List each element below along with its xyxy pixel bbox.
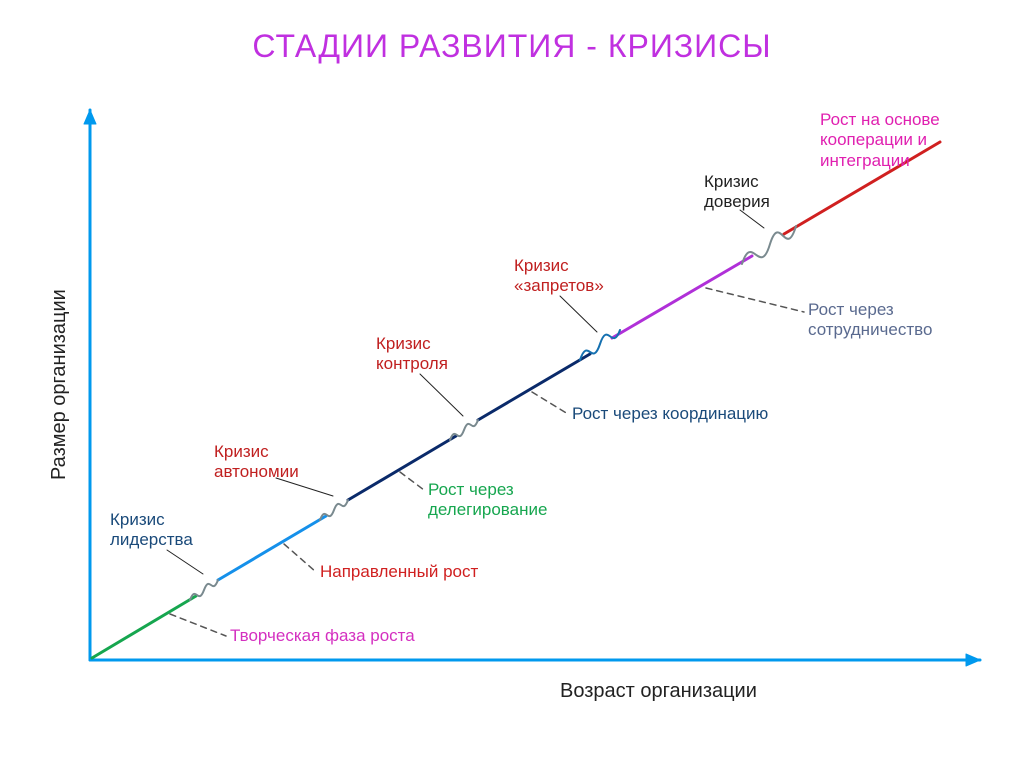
leader-collaboration <box>706 288 804 312</box>
pointer-leadership <box>167 550 203 574</box>
crisis-label-autonomy: Кризисавтономии <box>214 442 299 483</box>
growth-label-delegation: Рост черезделегирование <box>428 480 547 521</box>
y-axis-label: Размер организации <box>48 289 71 480</box>
pointer-prohibitions <box>560 296 597 332</box>
pointer-control <box>420 374 463 416</box>
growth-label-coordination: Рост через координацию <box>572 404 768 424</box>
crisis-label-leadership: Кризислидерства <box>110 510 193 551</box>
crisis-label-prohibitions: Кризис«запретов» <box>514 256 604 297</box>
leader-directed <box>284 544 316 572</box>
segment-creative <box>92 596 196 658</box>
segment-collaboration <box>612 256 752 338</box>
diagram-container: СТАДИИ РАЗВИТИЯ - КРИЗИСЫ Размер организ… <box>0 0 1024 767</box>
growth-label-creative: Творческая фаза роста <box>230 626 415 646</box>
leader-creative <box>170 614 226 636</box>
crisis-label-control: Кризисконтроля <box>376 334 448 375</box>
growth-label-directed: Направленный рост <box>320 562 478 582</box>
leader-coordination <box>532 392 568 414</box>
crisis-label-trust: Кризисдоверия <box>704 172 770 213</box>
growth-label-collaboration: Рост черезсотрудничество <box>808 300 932 341</box>
x-axis-label: Возраст организации <box>560 680 757 703</box>
segment-directed <box>218 516 326 580</box>
leader-delegation <box>400 472 424 490</box>
growth-label-integration: Рост на основекооперации иинтеграции <box>820 110 940 171</box>
